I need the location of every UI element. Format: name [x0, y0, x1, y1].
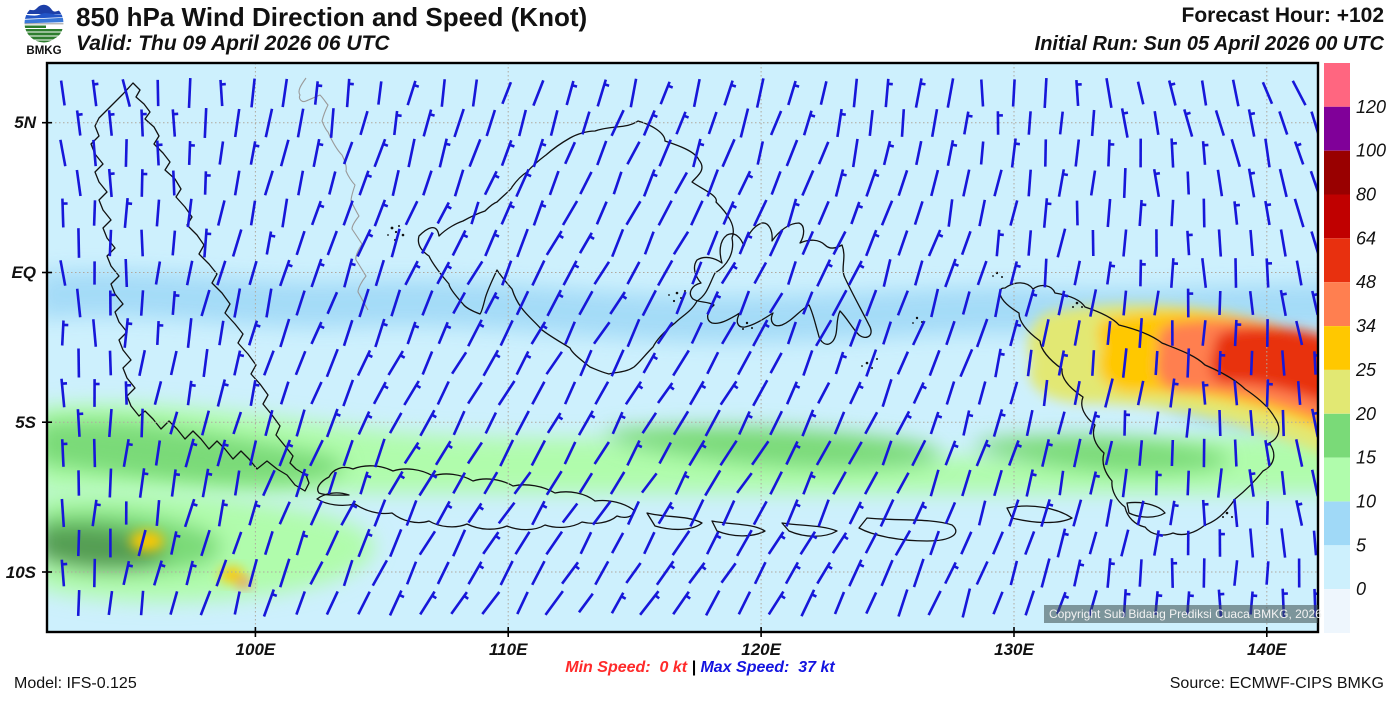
- svg-text:10S: 10S: [6, 563, 37, 582]
- svg-text:BMKG: BMKG: [26, 45, 61, 57]
- svg-text:34: 34: [1356, 316, 1376, 336]
- svg-text:20: 20: [1355, 404, 1376, 424]
- svg-text:48: 48: [1356, 272, 1376, 292]
- svg-text:110E: 110E: [489, 640, 528, 659]
- svg-text:130E: 130E: [994, 640, 1034, 659]
- svg-text:120E: 120E: [741, 640, 781, 659]
- svg-text:120: 120: [1356, 97, 1386, 117]
- svg-text:Copyright Sub Bidang Prediksi: Copyright Sub Bidang Prediksi Cuaca BMKG…: [1049, 607, 1322, 621]
- svg-text:100: 100: [1356, 141, 1386, 161]
- svg-text:100E: 100E: [236, 640, 276, 659]
- svg-text:5S: 5S: [15, 413, 36, 432]
- svg-text:80: 80: [1356, 185, 1376, 205]
- svg-text:5: 5: [1356, 535, 1367, 555]
- svg-text:64: 64: [1356, 228, 1376, 248]
- svg-text:15: 15: [1356, 448, 1377, 468]
- svg-text:140E: 140E: [1247, 640, 1287, 659]
- svg-text:25: 25: [1355, 360, 1377, 380]
- svg-text:10: 10: [1356, 492, 1376, 512]
- svg-text:5N: 5N: [14, 113, 36, 132]
- svg-text:0: 0: [1356, 579, 1366, 599]
- svg-text:EQ: EQ: [11, 263, 36, 282]
